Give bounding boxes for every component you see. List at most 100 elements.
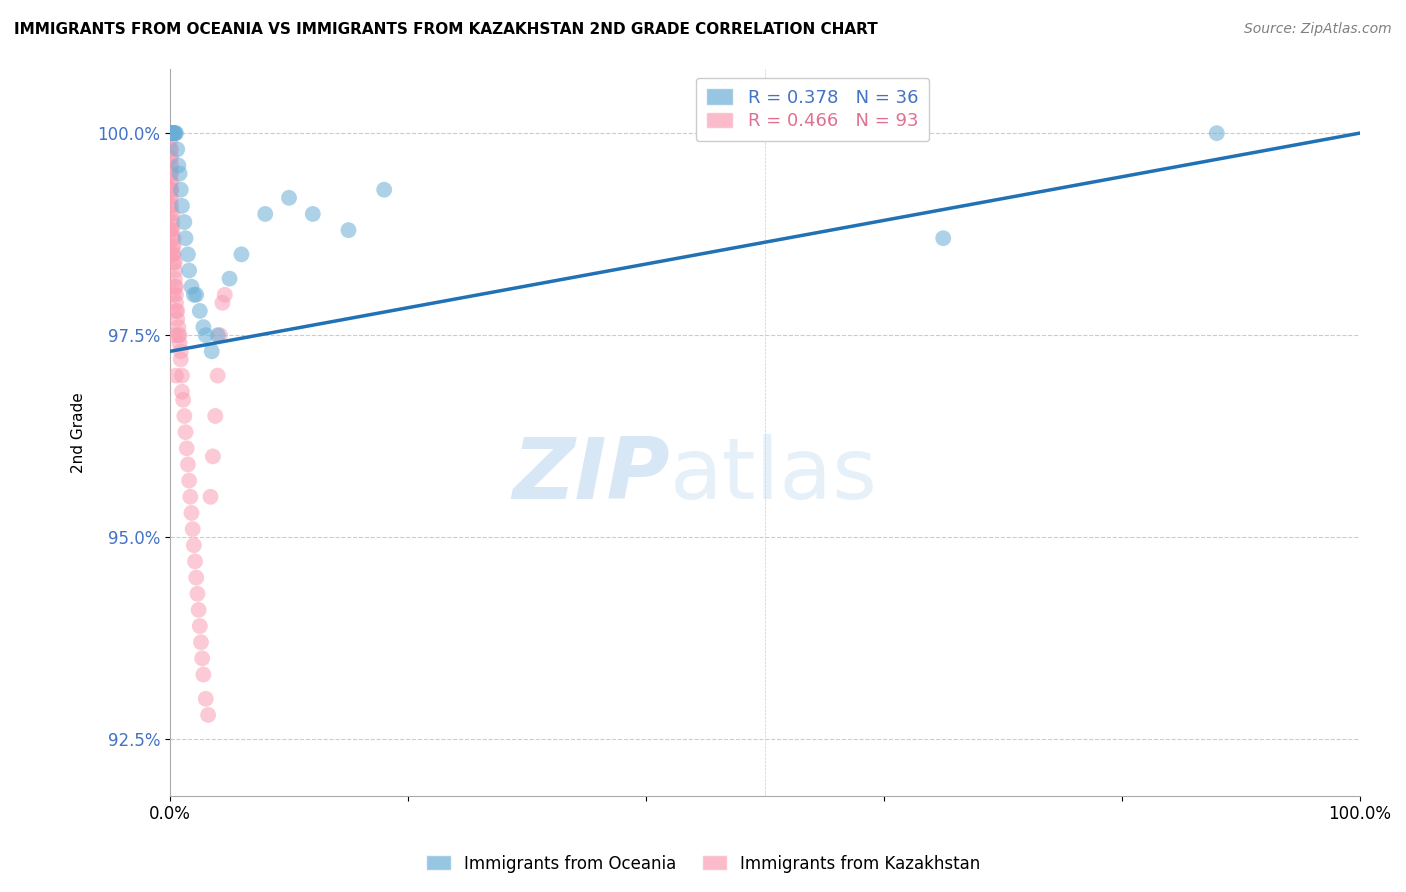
Point xyxy=(197,708,219,723)
Point xyxy=(180,506,202,520)
Point xyxy=(204,409,226,423)
Point xyxy=(169,328,191,343)
Point xyxy=(165,279,187,293)
Point xyxy=(160,126,183,140)
Point xyxy=(160,223,183,237)
Y-axis label: 2nd Grade: 2nd Grade xyxy=(72,392,86,473)
Point xyxy=(174,231,197,245)
Point xyxy=(1205,126,1227,140)
Point xyxy=(163,126,186,140)
Point xyxy=(160,167,183,181)
Point xyxy=(170,183,193,197)
Point xyxy=(163,255,186,269)
Point xyxy=(159,215,181,229)
Point xyxy=(160,191,183,205)
Point xyxy=(159,126,181,140)
Point xyxy=(165,287,187,301)
Point xyxy=(200,490,222,504)
Point xyxy=(163,239,186,253)
Point xyxy=(163,126,186,140)
Point xyxy=(163,279,186,293)
Point xyxy=(180,279,202,293)
Point xyxy=(278,191,301,205)
Point xyxy=(162,126,184,140)
Point xyxy=(159,126,181,140)
Point xyxy=(254,207,277,221)
Point xyxy=(162,247,184,261)
Point xyxy=(159,150,181,164)
Point xyxy=(160,150,183,164)
Legend: Immigrants from Oceania, Immigrants from Kazakhstan: Immigrants from Oceania, Immigrants from… xyxy=(419,848,987,880)
Point xyxy=(174,425,197,439)
Point xyxy=(201,344,224,359)
Point xyxy=(170,352,193,367)
Point xyxy=(170,344,193,359)
Point xyxy=(169,336,191,351)
Point xyxy=(337,223,360,237)
Point xyxy=(186,571,208,585)
Point xyxy=(162,231,184,245)
Point xyxy=(160,183,183,197)
Point xyxy=(208,328,231,343)
Point xyxy=(160,126,183,140)
Point xyxy=(162,223,184,237)
Point xyxy=(169,167,191,181)
Point xyxy=(165,368,187,383)
Point xyxy=(218,271,240,285)
Point xyxy=(159,175,181,189)
Point xyxy=(177,263,200,277)
Point xyxy=(160,159,183,173)
Point xyxy=(159,159,181,173)
Point xyxy=(194,691,217,706)
Point xyxy=(162,126,184,140)
Point xyxy=(187,603,209,617)
Point xyxy=(159,126,181,140)
Point xyxy=(173,215,195,229)
Point xyxy=(165,126,187,140)
Point xyxy=(159,183,181,197)
Point xyxy=(159,126,181,140)
Point xyxy=(160,199,183,213)
Point xyxy=(159,167,181,181)
Point xyxy=(186,287,208,301)
Point xyxy=(191,651,214,665)
Point xyxy=(166,312,188,326)
Point xyxy=(167,328,190,343)
Point xyxy=(177,474,200,488)
Point xyxy=(214,287,236,301)
Point xyxy=(193,667,215,681)
Point xyxy=(183,538,205,552)
Point xyxy=(201,450,224,464)
Legend: R = 0.378   N = 36, R = 0.466   N = 93: R = 0.378 N = 36, R = 0.466 N = 93 xyxy=(696,78,929,141)
Point xyxy=(184,554,207,568)
Point xyxy=(163,287,186,301)
Point xyxy=(301,207,323,221)
Point xyxy=(160,126,183,140)
Point xyxy=(165,304,187,318)
Point xyxy=(172,392,194,407)
Point xyxy=(183,287,205,301)
Point xyxy=(159,223,181,237)
Point xyxy=(160,126,183,140)
Point xyxy=(194,328,217,343)
Text: atlas: atlas xyxy=(669,434,877,517)
Point xyxy=(177,458,200,472)
Point xyxy=(163,126,186,140)
Point xyxy=(163,247,186,261)
Point xyxy=(163,328,186,343)
Point xyxy=(188,304,211,318)
Point xyxy=(167,159,190,173)
Point xyxy=(159,134,181,148)
Point xyxy=(160,142,183,156)
Point xyxy=(163,255,186,269)
Point xyxy=(159,126,181,140)
Point xyxy=(231,247,253,261)
Point xyxy=(166,142,188,156)
Point xyxy=(162,215,184,229)
Point xyxy=(170,199,193,213)
Point xyxy=(159,199,181,213)
Point xyxy=(159,126,181,140)
Point xyxy=(173,409,195,423)
Point xyxy=(159,191,181,205)
Point xyxy=(160,183,183,197)
